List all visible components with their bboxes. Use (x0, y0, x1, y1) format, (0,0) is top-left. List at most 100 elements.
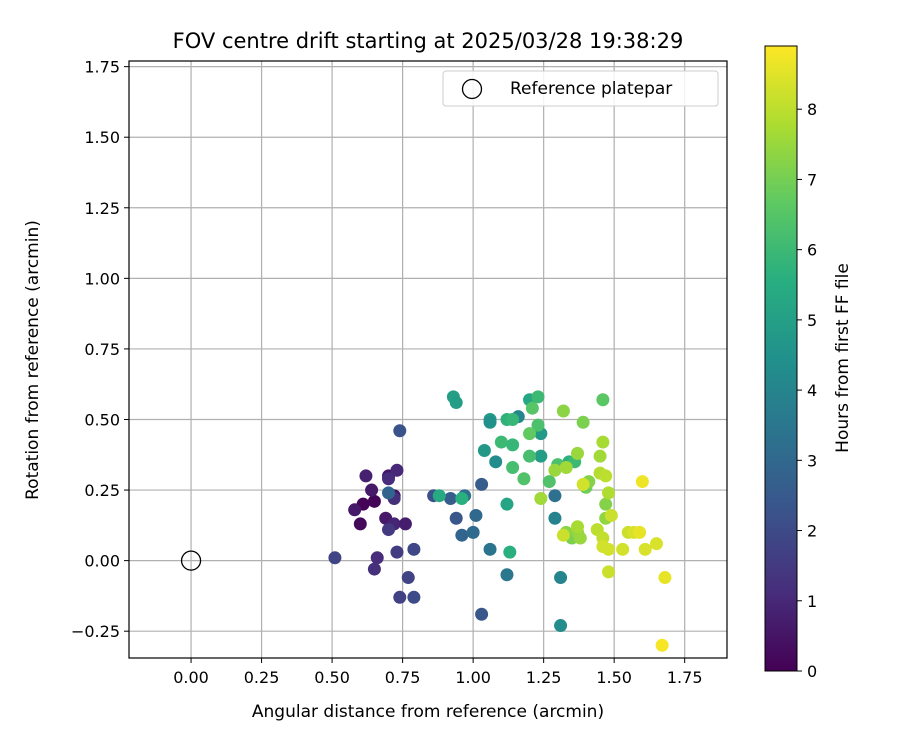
data-point (635, 475, 649, 489)
data-point (449, 396, 463, 410)
data-point (531, 390, 545, 404)
data-point (602, 542, 616, 556)
data-point (407, 590, 421, 604)
y-axis-label: Rotation from reference (arcmin) (23, 220, 43, 500)
x-axis-ticks: 0.00 0.25 0.50 0.75 1.00 1.25 1.50 1.75 (173, 658, 703, 687)
x-tick-label: 0.75 (385, 668, 421, 687)
data-point (658, 571, 672, 585)
data-point (571, 520, 584, 534)
colorbar-ticks: 0 1 2 3 4 5 6 7 8 (797, 100, 817, 681)
x-tick-label: 0.25 (244, 668, 280, 687)
data-point (483, 542, 497, 556)
data-point (393, 424, 407, 438)
colorbar-tick-label: 0 (807, 662, 817, 681)
x-tick-label: 1.25 (526, 668, 562, 687)
data-point (432, 489, 446, 503)
data-point (359, 469, 373, 483)
x-tick-label: 1.50 (596, 668, 632, 687)
data-point (469, 508, 483, 522)
data-point (367, 562, 381, 576)
data-point (500, 568, 514, 582)
data-point (455, 492, 469, 506)
y-tick-label: 1.00 (84, 269, 120, 288)
data-point (365, 483, 379, 497)
colorbar-tick-label: 1 (807, 592, 817, 611)
y-tick-label: −0.25 (71, 622, 120, 641)
data-point (506, 412, 520, 426)
data-point (548, 463, 562, 477)
data-point (556, 404, 570, 418)
colorbar-tick-label: 2 (807, 522, 817, 541)
data-point (494, 435, 508, 449)
x-tick-label: 0.50 (314, 668, 350, 687)
data-point (367, 494, 381, 508)
colorbar-tick-label: 5 (807, 311, 817, 330)
data-point (328, 551, 342, 565)
data-point (382, 486, 396, 500)
data-point (596, 393, 610, 407)
data-point (475, 607, 489, 621)
data-point (602, 565, 616, 579)
data-point (503, 545, 517, 559)
data-point (542, 475, 556, 489)
colorbar-gradient (765, 46, 797, 671)
x-tick-label: 0.00 (173, 668, 209, 687)
data-point (534, 492, 548, 506)
data-point (523, 449, 537, 463)
data-point (390, 545, 404, 559)
data-point (523, 427, 537, 441)
data-point (599, 469, 613, 483)
colorbar-frame (764, 45, 798, 672)
data-point (370, 551, 384, 565)
colorbar-tick-label: 7 (807, 170, 817, 189)
data-point (525, 401, 539, 415)
data-point (599, 497, 613, 511)
data-point (573, 531, 587, 545)
data-point (401, 571, 415, 585)
data-point (548, 489, 562, 503)
y-axis-ticks: −0.25 0.00 0.25 0.50 0.75 1.00 1.25 1.50 1.75 (71, 58, 129, 641)
legend-box (442, 70, 719, 107)
data-point (556, 528, 570, 542)
data-point (475, 477, 489, 491)
data-point (407, 542, 421, 556)
colorbar-tick-label: 3 (807, 451, 817, 470)
data-point (616, 542, 630, 556)
data-point (455, 528, 469, 542)
data-point (633, 525, 647, 539)
y-tick-label: 1.75 (84, 58, 120, 77)
data-point (596, 435, 610, 449)
grid-lines (129, 61, 727, 658)
data-point (348, 503, 362, 517)
colorbar-tick-label: 8 (807, 100, 817, 119)
x-tick-label: 1.75 (667, 668, 703, 687)
data-point (571, 446, 584, 460)
data-point (398, 517, 412, 531)
data-point (559, 460, 573, 474)
data-point (534, 449, 548, 463)
data-point (477, 444, 491, 458)
data-point (638, 542, 652, 556)
data-point (517, 472, 531, 486)
colorbar-label: Hours from first FF file (833, 263, 853, 453)
data-point (554, 619, 568, 633)
data-point (449, 511, 463, 525)
data-point (554, 571, 568, 585)
plot-frame (128, 60, 728, 659)
data-points (328, 390, 672, 652)
data-point (500, 497, 514, 511)
legend-label: Reference platepar (510, 79, 672, 99)
data-point (393, 590, 407, 604)
data-point (506, 460, 520, 474)
y-tick-label: 0.75 (84, 340, 120, 359)
reference-marker-group (180, 550, 202, 571)
colorbar: 0 1 2 3 4 5 6 7 8 Hours from first FF file (764, 45, 853, 681)
data-point (576, 477, 590, 491)
data-point (483, 415, 497, 429)
y-tick-label: 0.25 (84, 481, 120, 500)
legend: Reference platepar (442, 70, 719, 107)
data-point (602, 486, 616, 500)
colorbar-tick-label: 4 (807, 381, 817, 400)
data-point (390, 463, 404, 477)
